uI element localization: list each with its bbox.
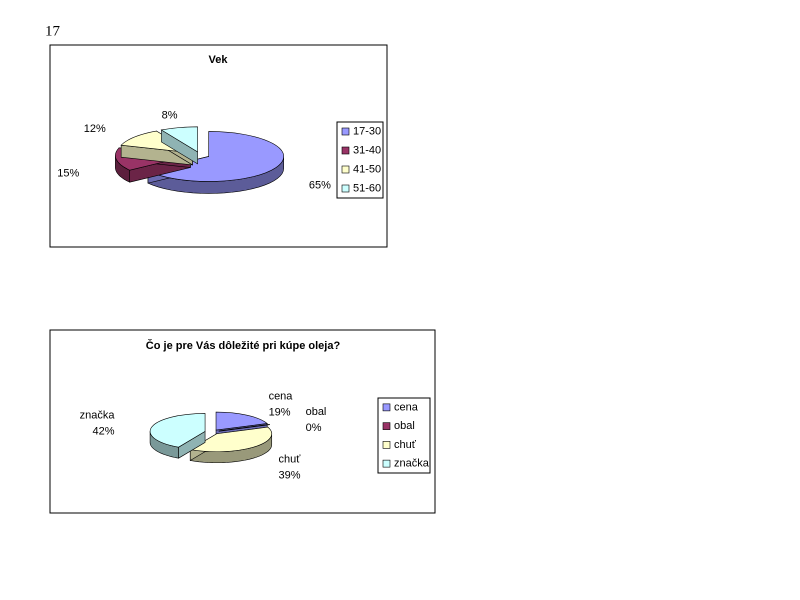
page-number: 17: [45, 23, 61, 39]
slice-top: [189, 426, 272, 453]
data-label: 0%: [306, 422, 322, 434]
legend-label: 17-30: [353, 125, 381, 137]
data-label: 39%: [279, 470, 301, 482]
slice-top: [160, 126, 198, 153]
data-label: 8%: [162, 109, 178, 121]
data-label-category: cena: [269, 391, 294, 403]
data-label-category: chuť: [279, 454, 302, 466]
legend-swatch: [341, 165, 350, 174]
legend-swatch: [382, 459, 391, 468]
chart-title: Čo je pre Vás dôležité pri kúpe oleja?: [146, 339, 341, 352]
legend-swatch: [341, 146, 350, 155]
pie-slice: [160, 126, 198, 165]
legend-label: 51-60: [353, 182, 381, 194]
legend-swatch: [341, 184, 350, 193]
legend-swatch: [382, 441, 391, 449]
data-label: 12%: [84, 123, 106, 135]
chart-title: Vek: [209, 54, 229, 66]
data-label: 19%: [269, 407, 291, 419]
slice-top: [149, 413, 206, 448]
legend-label: 41-50: [353, 163, 381, 175]
legend-swatch: [382, 422, 391, 430]
legend-label: značka: [394, 458, 430, 470]
data-label: 65%: [309, 179, 331, 191]
data-label-category: obal: [306, 406, 327, 418]
slice-top: [218, 424, 270, 432]
legend-swatch: [341, 127, 350, 136]
data-label: 15%: [57, 167, 79, 179]
legend-label: 31-40: [353, 144, 381, 156]
legend-swatch: [382, 403, 391, 412]
pie-slice: [149, 413, 206, 459]
legend-label: obal: [394, 420, 415, 432]
legend-label: chuť: [394, 439, 417, 451]
data-label-category: značka: [80, 410, 116, 422]
data-label: 42%: [92, 426, 114, 438]
slice-top: [215, 411, 268, 431]
pie-slice: [218, 424, 270, 432]
legend-label: cena: [394, 401, 419, 413]
